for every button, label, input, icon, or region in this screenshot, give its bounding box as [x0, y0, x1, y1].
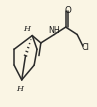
- Text: H: H: [16, 85, 23, 93]
- Text: NH: NH: [48, 26, 60, 35]
- Text: Cl: Cl: [82, 43, 90, 52]
- Text: H: H: [23, 25, 30, 33]
- Text: O: O: [64, 6, 71, 15]
